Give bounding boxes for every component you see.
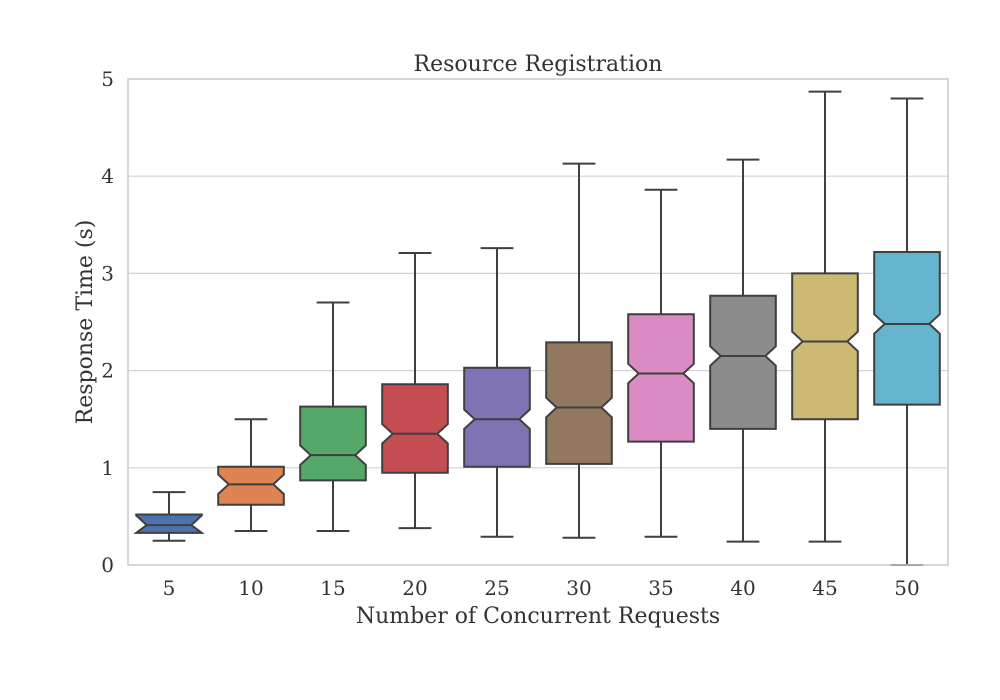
chart-title: Resource Registration [414,52,663,77]
box-body [133,513,205,534]
y-tick-label: 4 [101,164,114,188]
y-tick-label: 2 [101,359,114,383]
box-body [381,383,449,474]
x-tick-label: 15 [320,576,345,600]
y-tick-labels: 0 1 2 3 4 5 [101,67,114,577]
box-body [627,313,695,443]
box-body [217,465,285,506]
x-tick-label: 20 [402,576,427,600]
box-50 [873,97,941,566]
box-45 [791,90,859,543]
x-tick-labels: 5 10 15 20 25 30 35 40 45 50 [163,576,920,600]
y-axis-label: Response Time (s) [73,220,98,425]
box-body [463,366,531,468]
box-35 [627,188,695,538]
x-tick-label: 40 [730,576,755,600]
box-25 [463,247,531,538]
box-body [791,272,859,421]
x-tick-label: 25 [484,576,509,600]
box-body [709,294,777,430]
x-axis-label: Number of Concurrent Requests [356,604,720,629]
box-20 [381,251,449,530]
box-body [545,341,613,465]
x-tick-label: 30 [566,576,591,600]
box-body [873,251,941,406]
x-tick-label: 50 [894,576,919,600]
y-tick-label: 3 [101,261,114,285]
box-layer [133,90,941,566]
x-tick-label: 35 [648,576,673,600]
x-tick-label: 10 [238,576,263,600]
y-tick-label: 1 [101,456,114,480]
box-5 [133,491,205,542]
x-tick-label: 5 [163,576,176,600]
box-30 [545,162,613,539]
box-10 [217,418,285,532]
y-tick-label: 0 [101,553,114,577]
box-body [299,405,367,482]
x-tick-label: 45 [812,576,837,600]
y-tick-label: 5 [101,67,114,91]
box-40 [709,158,777,543]
box-15 [299,301,367,532]
plot-frame [127,78,949,566]
